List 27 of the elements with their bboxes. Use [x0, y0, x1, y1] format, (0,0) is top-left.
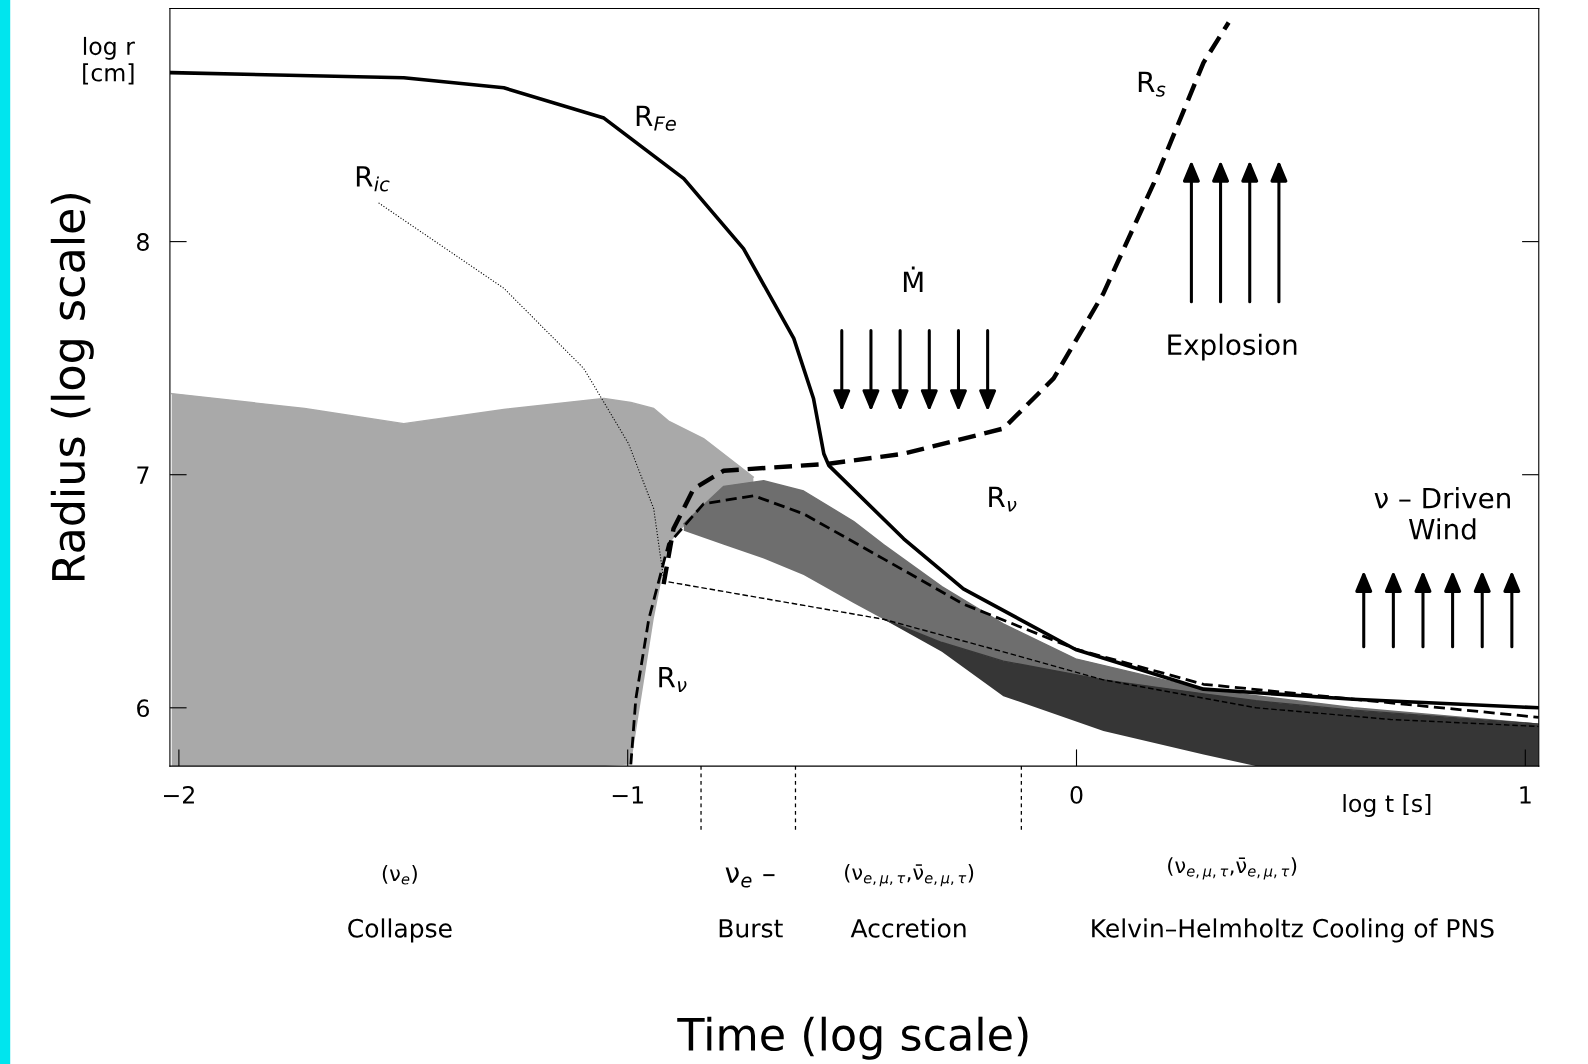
y-tick-label: 6 — [137, 699, 149, 718]
annotation: Explosion — [1168, 333, 1297, 361]
annotation: R$_{ic}$ — [356, 166, 390, 192]
x-tick-label: 0 — [1070, 785, 1083, 804]
text: log r [cm] — [83, 36, 135, 85]
y-tick-label: 7 — [137, 466, 149, 484]
annotation: R$_{ν}$ — [989, 486, 1017, 512]
annotation: R$_{s}$ — [1138, 71, 1166, 97]
annotation: R$_{Fe}$ — [636, 105, 676, 131]
text: log t [s] — [1343, 794, 1431, 817]
y-axis-title: Radius (log scale) — [50, 194, 94, 581]
x-tick-label: −1 — [612, 786, 643, 804]
text: Collapse — [348, 918, 452, 943]
text: Burst — [719, 919, 783, 938]
annotation: Ṁ — [903, 266, 923, 292]
x-axis-title: Time (log scale) — [677, 1016, 1028, 1060]
y-tick-label: 8 — [137, 233, 149, 251]
annotation: ν – Driven Wind — [1374, 487, 1510, 540]
text: ν$_{e}$ – — [725, 867, 775, 888]
text: (ν$_{e,μ,τ}$,ν̄$_{e,μ,τ}$) — [1168, 857, 1297, 880]
x-tick-label: −2 — [163, 785, 194, 804]
text: (ν$_{e}$) — [382, 865, 417, 885]
x-tick-label: 1 — [1520, 786, 1531, 804]
text: (ν$_{e,μ,τ}$,ν̄$_{e,μ,τ}$) — [845, 864, 974, 887]
text: Accretion — [850, 918, 966, 938]
annotation: R$_{ν}$ — [659, 667, 687, 692]
text: Kelvin–Helmholtz Cooling of PNS — [1092, 918, 1494, 943]
